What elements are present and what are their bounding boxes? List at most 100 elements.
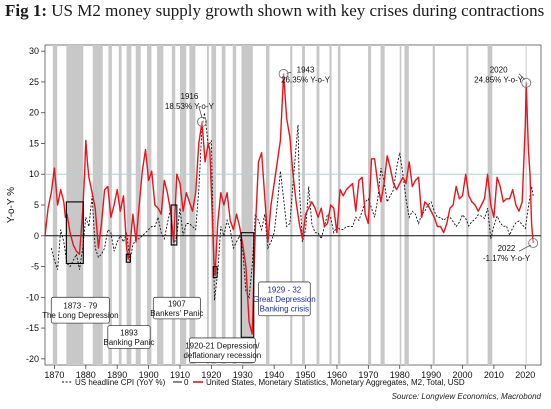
contraction-band (66, 45, 84, 365)
peak-marker (521, 77, 532, 88)
contraction-band (290, 45, 293, 365)
x-tick-label: 1880 (76, 370, 96, 380)
callout-text: The Long Depression (42, 311, 119, 320)
contraction-band (126, 45, 132, 365)
x-tick-label: 1910 (170, 370, 190, 380)
annotation-text: 24.85% Y-o-Y (474, 76, 524, 85)
contraction-band (525, 45, 527, 365)
callout-box (152, 296, 201, 320)
crisis-box (125, 253, 131, 263)
callout-text: 1920-21 Depression/ (185, 341, 260, 350)
annotation-leader (286, 71, 292, 74)
callout-box (258, 281, 311, 317)
callout-box (107, 325, 151, 349)
annotation-text: -1.17% Y-o-Y (483, 254, 531, 263)
crisis-box (65, 201, 84, 265)
callout-text: Great Depression (253, 295, 316, 304)
callout-text: 1907 (168, 299, 186, 308)
contraction-band (211, 45, 217, 365)
legend-label-zero: 0 (184, 378, 189, 387)
contraction-band (241, 45, 253, 365)
figure-label: Fig 1: (5, 1, 48, 20)
x-tick-label: 2020 (515, 370, 535, 380)
figure-title: Fig 1: US M2 money supply growth shown w… (5, 1, 544, 21)
cpi-series-line (50, 112, 534, 301)
contraction-band (466, 45, 469, 365)
y-tick-label: 30 (29, 46, 39, 56)
callout-text: 1873 - 79 (63, 301, 97, 310)
callout-text: Banking Panic (103, 338, 154, 347)
annotation-text: 1916 (181, 92, 199, 101)
contraction-band (118, 45, 122, 365)
x-tick-label: 1890 (107, 370, 127, 380)
legend: US headline CPI (YoY %) 0 United States, M… (62, 378, 465, 387)
crisis-box (212, 265, 218, 279)
y-tick-label: 0 (34, 231, 39, 241)
callout-text: Banking crisis (260, 304, 309, 313)
x-tick-label: 2010 (484, 370, 504, 380)
annotation-text: 26.35% Y-o-Y (281, 76, 331, 85)
x-tick-label: 1900 (139, 370, 159, 380)
contraction-band (266, 45, 270, 365)
y-axis: 30 25 20 15 10 5 0 -5 -10 -15 -20 (26, 46, 45, 364)
y-tick-label: 25 (29, 77, 39, 87)
crisis-boxes (65, 201, 255, 338)
contraction-band (147, 45, 152, 365)
peak-marker (528, 238, 539, 248)
annotation-leader (518, 73, 525, 80)
annotation-text: 1943 (297, 66, 315, 75)
contraction-band (135, 45, 141, 365)
contraction-band (232, 45, 237, 365)
contraction-band (404, 45, 409, 365)
y-tick-label: -5 (31, 262, 39, 272)
annotation-text: 2022 (498, 244, 516, 253)
x-tick-label: 2000 (453, 370, 473, 380)
figure-title-text: US M2 money supply growth shown with key… (51, 1, 545, 20)
m2-series-line (44, 73, 534, 335)
y-tick-label: 10 (29, 169, 39, 179)
y-tick-label: 5 (34, 200, 39, 210)
y-tick-label: -10 (26, 292, 39, 302)
x-tick-label: 1990 (421, 370, 441, 380)
source-note: Source: Longview Economics, Macrobond (391, 392, 541, 401)
y-tick-label: -20 (26, 354, 39, 364)
y-tick-label: 20 (29, 108, 39, 118)
y-axis-label: Y-o-Y % (6, 187, 17, 223)
x-tick-label: 1920 (201, 370, 221, 380)
x-tick-label: 1950 (296, 370, 316, 380)
contraction-band (380, 45, 385, 365)
callout-text: 1893 (120, 328, 138, 337)
contraction-band (179, 45, 187, 365)
contraction-band (52, 45, 58, 365)
contraction-band (432, 45, 435, 365)
callout-text: deflationary recession (183, 351, 261, 360)
annotation-text: 2020 (490, 66, 508, 75)
y-tick-label: -15 (26, 323, 39, 333)
contraction-band (206, 45, 209, 365)
crisis-box (170, 204, 178, 246)
x-tick-label: 1870 (44, 370, 64, 380)
crisis-box (240, 232, 255, 338)
annotation-text: 18.53% Y-o-Y (165, 102, 215, 111)
contraction-band (302, 45, 305, 365)
x-tick-label: 1940 (264, 370, 284, 380)
legend-label-m2: United States, Monetary Statistics, Mone… (206, 378, 465, 387)
series-lines (44, 73, 534, 335)
legend-label-cpi: US headline CPI (YoY %) (75, 378, 166, 387)
x-tick-label: 1970 (358, 370, 378, 380)
callout-box (50, 296, 110, 324)
annotation-leader (198, 106, 203, 118)
x-axis: 1870 1880 1890 1900 1910 1920 1930 1940 1950 1960… (44, 365, 535, 380)
contraction-band (92, 45, 103, 365)
contraction-band (399, 45, 402, 365)
contraction-band (487, 45, 493, 365)
x-tick-label: 1980 (390, 370, 410, 380)
callout-text: 1929 - 32 (267, 285, 301, 294)
x-tick-label: 1960 (327, 370, 347, 380)
y-tick-label: 15 (29, 138, 39, 148)
contraction-band (316, 45, 320, 365)
contraction-band (189, 45, 196, 365)
peak-markers (197, 68, 539, 248)
